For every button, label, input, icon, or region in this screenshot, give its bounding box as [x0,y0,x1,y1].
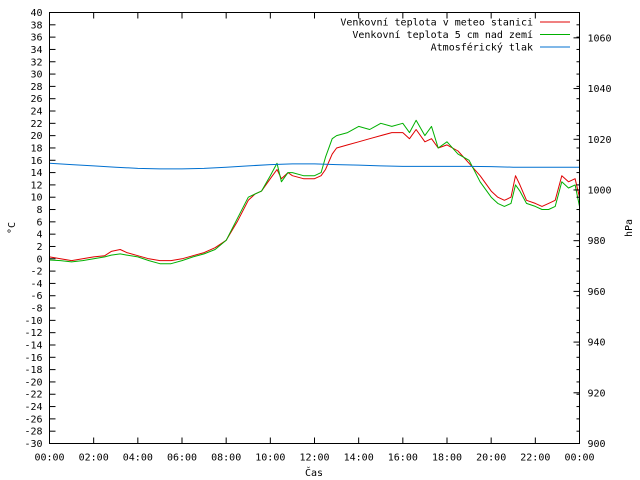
x-axis-title: Čas [305,466,323,479]
x-tick-label: 04:00 [123,453,153,464]
x-tick-label: 12:00 [299,453,329,464]
legend-label-1: Venkovní teplota v meteo stanici [340,17,533,29]
y-tick-label: -8 [30,304,42,315]
y-tick-label: 8 [36,205,42,216]
y2-tick-label: 1040 [588,84,612,95]
x-tick-label: 10:00 [255,453,285,464]
series-line-2 [49,119,580,265]
y-tick-label: -20 [24,377,42,388]
y-tick-label: 26 [30,94,42,105]
y-tick-label: 30 [30,70,42,81]
y2-tick-label: 900 [588,439,606,450]
ticks-layer: -30-28-26-24-22-20-18-16-14-12-10-8-6-4-… [24,8,611,464]
y-tick-label: 14 [30,168,42,179]
y-tick-label: -4 [30,279,42,290]
plot-frame [49,12,580,444]
y-tick-label: 24 [30,107,42,118]
y-tick-label: -18 [24,365,42,376]
x-tick-label: 00:00 [564,453,594,464]
y-tick-label: 2 [36,242,42,253]
y-tick-label: 12 [30,180,42,191]
y2-tick-label: 980 [588,236,606,247]
legend-label-3: Atmosférický tlak [431,42,533,54]
y-tick-label: -28 [24,427,42,438]
y2-tick-label: 1020 [588,135,612,146]
legend: Venkovní teplota v meteo staniciVenkovní… [340,17,570,54]
y-tick-label: 16 [30,156,42,167]
y-axis-title: °C [7,222,18,234]
y-tick-label: 0 [36,254,42,265]
x-tick-label: 18:00 [432,453,462,464]
y-tick-label: -26 [24,414,42,425]
y-tick-label: 22 [30,119,42,130]
y-tick-label: 18 [30,143,42,154]
y-tick-label: -10 [24,316,42,327]
series-line-1 [49,129,580,262]
y-tick-label: 40 [30,8,42,19]
x-tick-label: 14:00 [344,453,374,464]
y-tick-label: 36 [30,33,42,44]
y2-tick-label: 940 [588,338,606,349]
y-tick-label: -22 [24,390,42,401]
y-tick-label: -30 [24,439,42,450]
series-line-3 [49,162,580,170]
series-layer [49,119,580,265]
y2-axis-title: hPa [624,219,635,237]
x-tick-label: 22:00 [520,453,550,464]
y-tick-label: -6 [30,291,42,302]
y-tick-label: 38 [30,20,42,31]
y-tick-label: 6 [36,217,42,228]
y-tick-label: -24 [24,402,42,413]
x-tick-label: 00:00 [34,453,64,464]
y-tick-label: 28 [30,82,42,93]
y-tick-label: -12 [24,328,42,339]
y-tick-label: 34 [30,45,42,56]
x-tick-label: 20:00 [476,453,506,464]
x-tick-label: 06:00 [167,453,197,464]
y-tick-label: -2 [30,267,42,278]
y2-tick-label: 1060 [588,33,612,44]
legend-label-2: Venkovní teplota 5 cm nad zemí [352,29,533,41]
y2-tick-label: 960 [588,287,606,298]
x-tick-label: 08:00 [211,453,241,464]
y2-tick-label: 1000 [588,185,612,196]
y-tick-label: 4 [36,230,42,241]
x-tick-label: 16:00 [388,453,418,464]
y-tick-label: -14 [24,340,42,351]
y2-tick-label: 920 [588,388,606,399]
y-tick-label: -16 [24,353,42,364]
y-tick-label: 20 [30,131,42,142]
x-tick-label: 02:00 [79,453,109,464]
y-tick-label: 10 [30,193,42,204]
y-tick-label: 32 [30,57,42,68]
